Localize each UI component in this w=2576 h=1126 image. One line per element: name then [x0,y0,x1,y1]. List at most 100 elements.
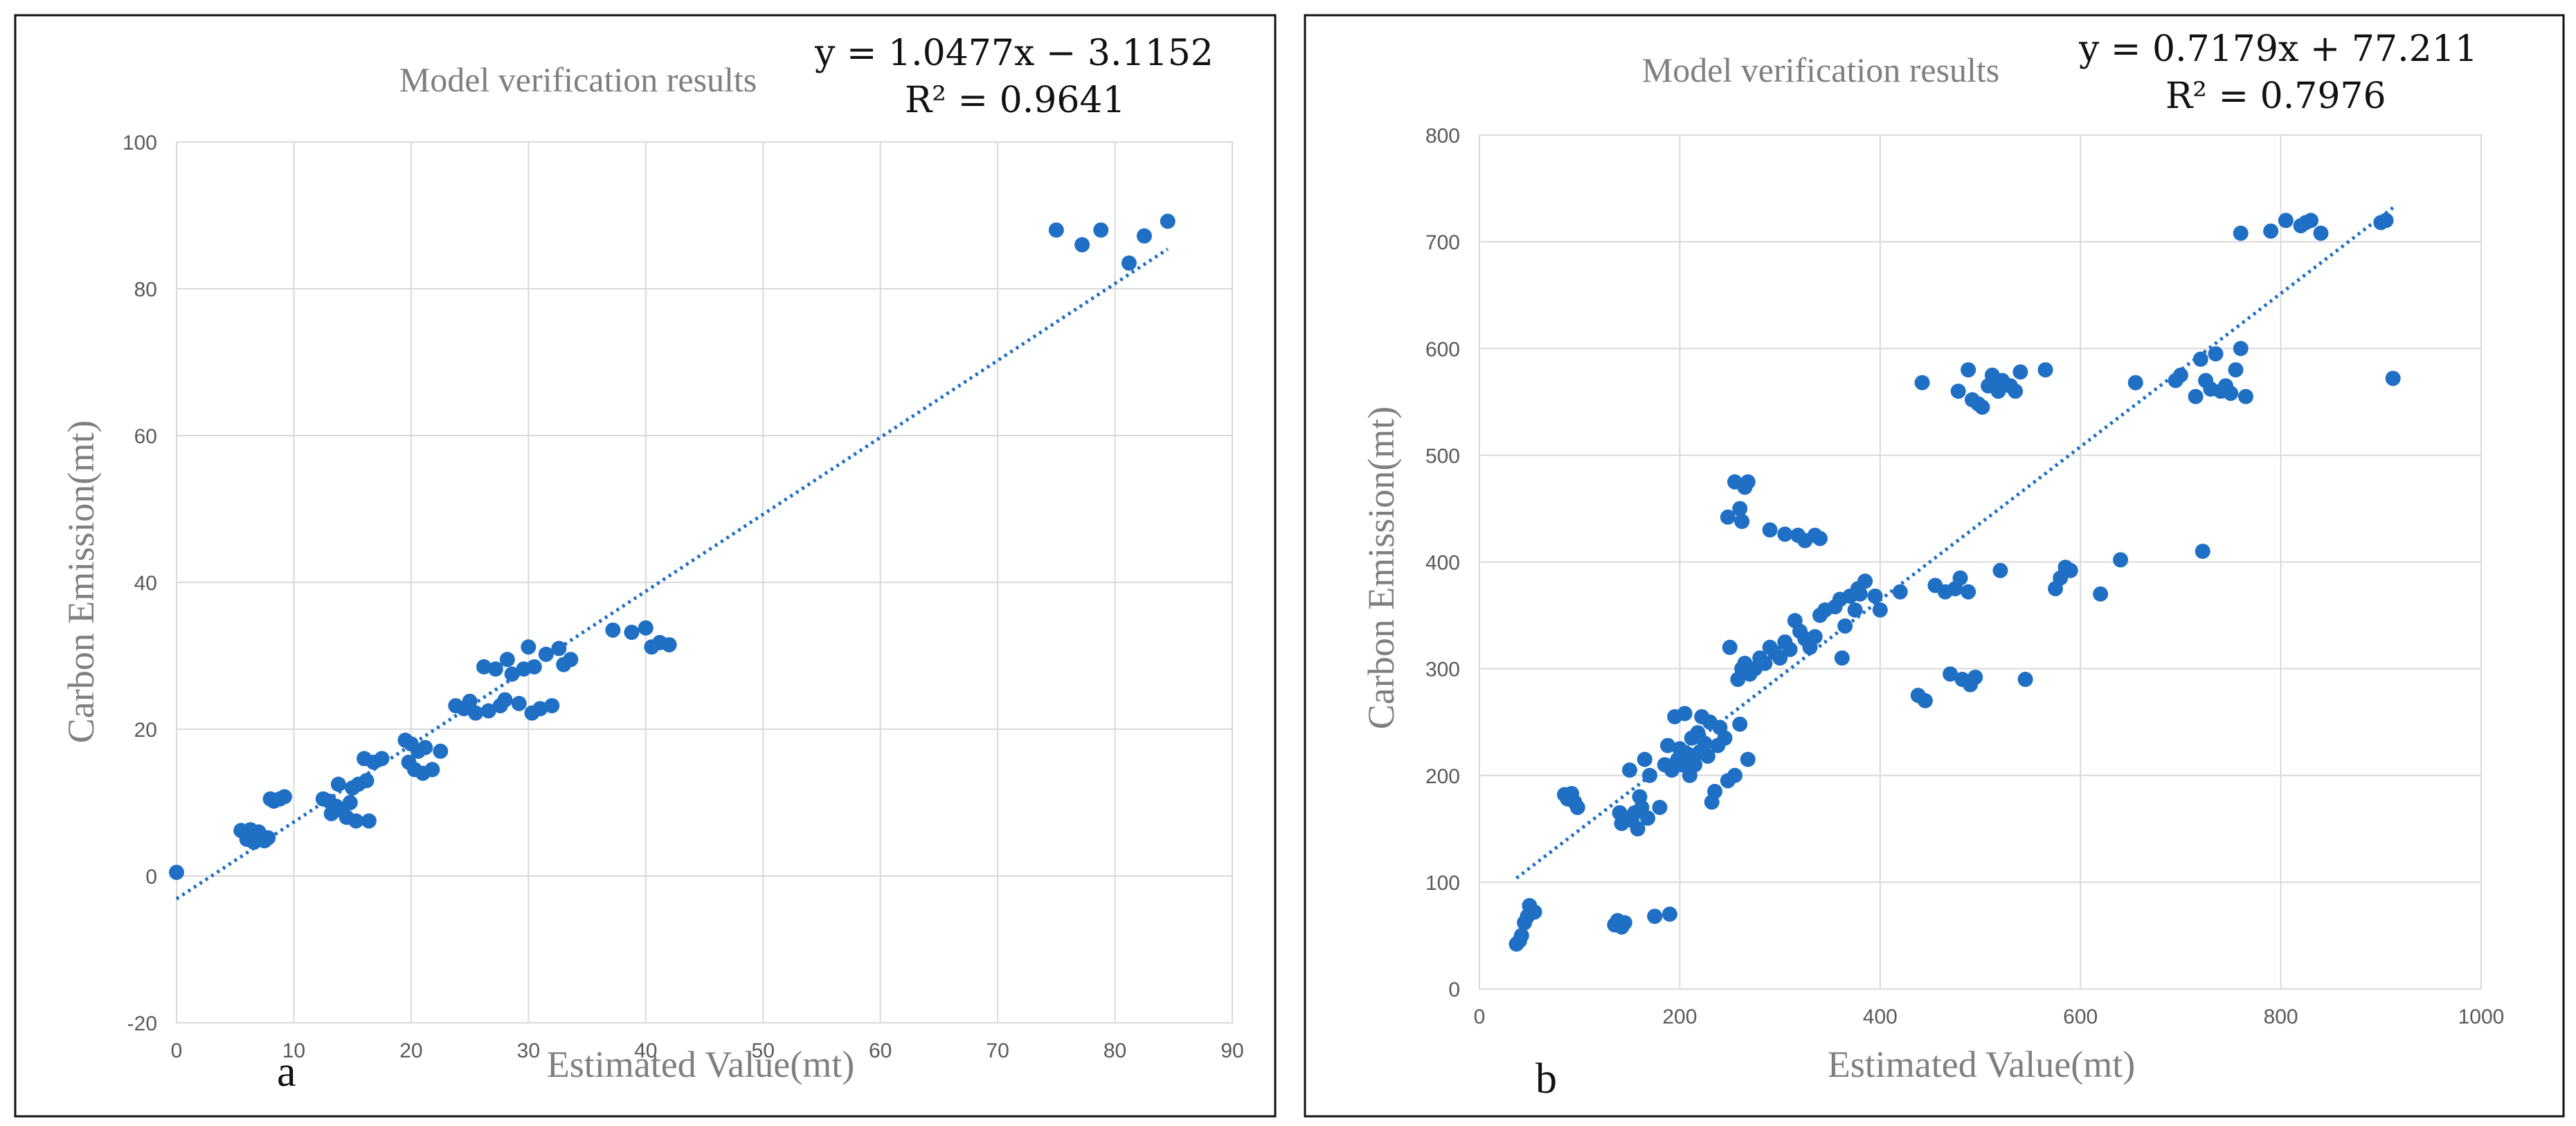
data-point [1160,213,1176,229]
y-tick-label: 800 [1425,125,1460,148]
data-point [624,625,640,641]
data-point [2012,364,2028,380]
data-point [1707,783,1723,799]
data-point [1847,602,1863,618]
y-tick-label: 80 [134,278,157,301]
data-point [1722,639,1738,655]
data-point [497,692,513,708]
data-point [661,637,677,653]
data-point [2037,362,2053,378]
x-tick-label: 30 [517,1039,540,1062]
y-tick-label: 40 [134,572,157,595]
data-point [526,659,542,674]
data-point [361,813,377,829]
data-point [1136,228,1152,244]
data-point [1914,375,1930,391]
panel-a-letter: a [277,1048,296,1096]
data-point [2303,213,2319,229]
data-point [1734,513,1750,529]
data-point [417,740,433,756]
data-point [1048,222,1064,238]
data-point [1652,799,1668,815]
data-point [563,652,579,668]
data-point [1782,641,1798,657]
data-point [468,705,484,721]
data-point [2127,375,2143,391]
data-point [1740,474,1756,490]
x-tick-label: 0 [171,1039,183,1062]
panel-b-r-squared: R² = 0.7976 [2165,75,2386,117]
data-point [260,830,276,846]
x-tick-label: 50 [752,1039,775,1062]
data-point [551,641,567,656]
x-tick-label: 400 [1863,1006,1898,1028]
data-point [1961,584,1976,600]
panel-b-points [1508,213,2401,952]
data-point [1717,730,1733,746]
data-point [2062,562,2078,578]
data-point [342,795,358,810]
data-point [276,789,292,805]
data-point [1697,735,1713,751]
data-point [2093,586,2109,602]
data-point [544,698,560,714]
y-tick-label: 100 [123,132,157,154]
panel-b: 0 200 400 600 800 1000 0 100 200 300 400 500 600 700 8… [1304,14,2565,1118]
x-tick-label: 40 [634,1039,657,1062]
data-point [1950,383,1966,399]
data-point [1700,749,1715,765]
data-point [1917,692,1933,708]
data-point [532,701,548,717]
panel-a-gridlines [176,141,1233,1024]
data-point [1641,767,1657,783]
data-point [2188,388,2204,404]
data-point [374,751,390,767]
x-tick-label: 200 [1662,1006,1697,1028]
panel-a-points [169,213,1176,880]
y-tick-label: 600 [1425,338,1460,361]
data-point [1647,909,1663,924]
x-tick-label: 600 [2063,1006,2098,1028]
data-point [1834,650,1850,666]
y-tick-label: 60 [134,425,157,448]
data-point [1867,588,1883,604]
x-tick-label: 1000 [2458,1006,2505,1028]
data-point [1732,501,1748,517]
data-point [2223,385,2239,401]
data-point [1837,618,1853,634]
data-point [1943,666,1958,682]
panel-b-y-axis-label: Carbon Emission(mt) [1360,406,1402,729]
data-point [1952,570,1968,586]
data-point [1772,650,1788,666]
panel-b-equation: y = 0.7179x + 77.211 [2078,28,2478,70]
data-point [1526,904,1542,920]
data-point [2208,346,2224,361]
data-point [480,703,496,719]
panel-b-gridlines [1479,134,2482,990]
data-point [1660,738,1676,753]
data-point [2278,213,2294,229]
panel-a-y-axis-label: Carbon Emission(mt) [60,420,102,743]
data-point [1992,562,2008,578]
data-point [348,813,364,829]
data-point [2313,225,2329,241]
data-point [1852,586,1868,602]
data-point [476,659,492,674]
data-point [1757,655,1773,671]
panel-b-tick-labels: 0 200 400 600 800 1000 0 100 200 300 400 500 600 700 8… [1425,125,2504,1028]
data-point [1807,629,1823,645]
data-point [462,693,478,709]
panel-a-tick-labels: 0 10 20 30 40 50 60 70 80 90 -20 0 20 40 60 80 100 [123,132,1244,1062]
data-point [1622,762,1638,778]
panel-a-title: Model verification results [399,60,757,99]
data-point [2233,341,2249,357]
data-point [1777,526,1793,542]
data-point [504,666,520,682]
y-tick-label: 20 [134,719,157,742]
x-tick-label: 70 [986,1039,1009,1062]
data-point [1093,222,1109,238]
data-point [424,762,440,778]
data-point [1740,751,1756,767]
y-tick-label: 0 [145,866,157,888]
